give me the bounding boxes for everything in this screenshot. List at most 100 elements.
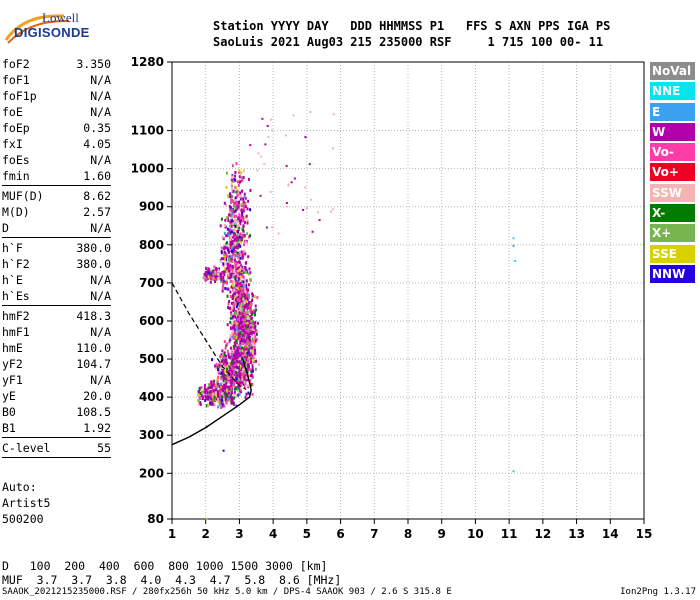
echo-point xyxy=(240,324,243,327)
echo-point xyxy=(223,340,226,344)
echo-point xyxy=(249,353,252,357)
echo-point xyxy=(246,270,249,274)
echo-point xyxy=(245,279,248,283)
echo-point xyxy=(220,359,223,363)
echo-point xyxy=(239,238,241,242)
echo-point xyxy=(238,322,241,326)
echo-point xyxy=(220,246,223,250)
echo-point xyxy=(235,186,238,190)
echo-point xyxy=(228,213,231,217)
echo-point xyxy=(249,188,252,192)
echo-point xyxy=(237,200,240,204)
echo-point xyxy=(217,395,220,399)
echo-point xyxy=(238,266,241,270)
dashed-trace-line xyxy=(171,282,247,391)
x-tick-label: 14 xyxy=(602,527,619,541)
echo-point xyxy=(514,260,517,263)
echo-point xyxy=(198,387,201,391)
echo-point xyxy=(217,375,220,379)
echo-point xyxy=(206,391,209,395)
echo-point xyxy=(239,268,242,272)
echo-point xyxy=(245,268,248,272)
echo-point xyxy=(241,334,244,338)
echo-point xyxy=(239,263,242,267)
echo-point xyxy=(232,248,235,252)
parameter-value: N/A xyxy=(90,373,111,387)
echo-point xyxy=(245,304,248,308)
echo-point xyxy=(246,290,249,294)
echo-point xyxy=(228,229,231,233)
echo-point xyxy=(231,187,233,190)
echo-point xyxy=(227,246,230,250)
echo-point xyxy=(234,343,237,346)
echo-point xyxy=(226,194,229,198)
echo-point xyxy=(247,288,249,292)
echo-point xyxy=(331,208,334,211)
echo-point xyxy=(233,202,236,206)
echo-point xyxy=(212,395,215,399)
parameter-separator xyxy=(2,305,111,306)
echo-point xyxy=(238,299,241,303)
echo-point xyxy=(235,203,238,207)
echo-point xyxy=(244,196,247,200)
echo-point xyxy=(236,298,239,302)
echo-point xyxy=(235,327,238,331)
auto-label: Auto: xyxy=(2,480,37,494)
echo-point xyxy=(232,361,235,365)
echo-point xyxy=(246,306,249,310)
echo-point xyxy=(228,257,231,261)
y-tick-label: 1000 xyxy=(131,162,164,176)
echo-point xyxy=(239,349,242,352)
echo-point xyxy=(235,214,238,218)
echo-point xyxy=(242,176,245,179)
parameter-value: N/A xyxy=(90,289,111,303)
echo-point xyxy=(302,209,305,211)
echo-point xyxy=(244,266,247,269)
echo-point xyxy=(264,143,267,146)
echo-point xyxy=(277,232,280,235)
echo-point xyxy=(236,309,239,313)
echo-point xyxy=(247,199,250,203)
echo-point xyxy=(230,364,233,368)
echo-point xyxy=(225,281,228,285)
echo-point xyxy=(225,267,228,271)
echo-point xyxy=(235,362,238,366)
echo-point xyxy=(241,254,244,258)
echo-point xyxy=(212,273,215,277)
echo-point xyxy=(213,384,216,388)
echo-point xyxy=(237,291,240,295)
echo-point xyxy=(236,180,239,184)
parameter-row: yE 20.0 xyxy=(2,388,111,404)
echo-point xyxy=(244,294,247,298)
echo-point xyxy=(245,392,248,396)
echo-point xyxy=(235,364,238,368)
echo-point xyxy=(242,368,245,372)
parameter-separator xyxy=(2,185,111,186)
echo-point xyxy=(250,374,252,377)
parameter-value: N/A xyxy=(90,273,111,287)
echo-point xyxy=(220,385,223,389)
echo-point xyxy=(239,275,242,279)
echo-point xyxy=(241,284,244,288)
echo-point xyxy=(224,280,227,284)
echo-point xyxy=(236,341,239,345)
echo-point xyxy=(239,244,242,248)
echo-point xyxy=(235,162,238,166)
echo-point xyxy=(213,265,216,269)
echo-point xyxy=(205,274,208,278)
echo-point xyxy=(220,375,223,379)
parameter-label: hmF2 xyxy=(2,309,30,323)
parameter-row: M(D) 2.57 xyxy=(2,204,111,220)
echo-point xyxy=(230,337,233,341)
echo-point xyxy=(244,308,247,312)
echo-point xyxy=(242,297,245,301)
echo-point xyxy=(231,348,234,352)
echo-point xyxy=(238,180,241,184)
parameter-value: 1.60 xyxy=(83,169,111,183)
echo-point xyxy=(215,362,218,366)
echo-point xyxy=(236,356,239,360)
echo-point xyxy=(237,255,240,259)
echo-point xyxy=(229,240,232,244)
echo-point xyxy=(242,169,245,173)
echo-point xyxy=(236,224,239,228)
